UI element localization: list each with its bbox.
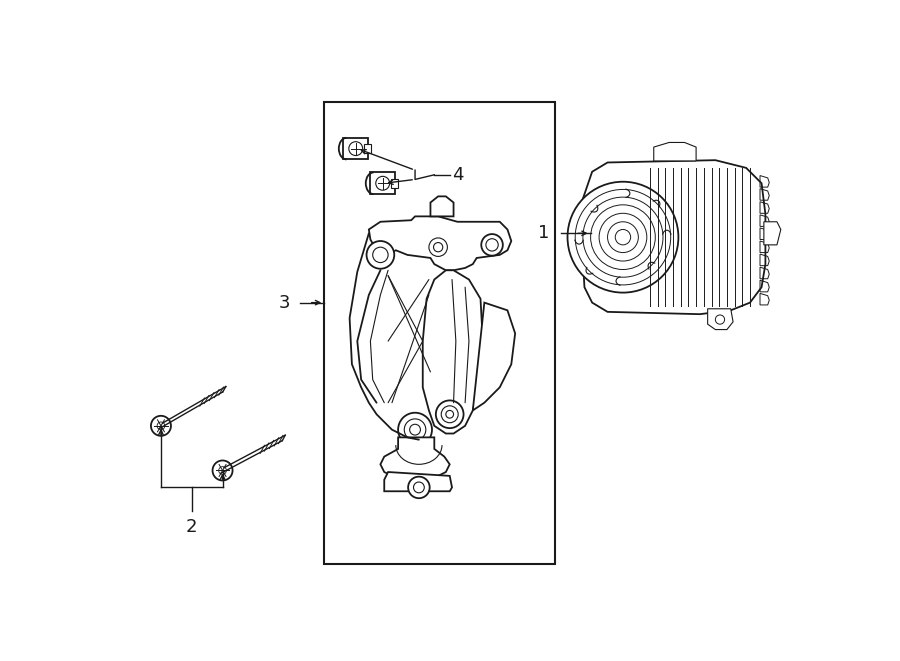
Polygon shape	[369, 216, 511, 270]
Polygon shape	[392, 178, 398, 188]
Polygon shape	[707, 309, 733, 330]
Circle shape	[436, 401, 464, 428]
Text: 1: 1	[538, 224, 550, 243]
Circle shape	[429, 238, 447, 256]
Polygon shape	[764, 222, 781, 245]
Circle shape	[212, 461, 232, 481]
Circle shape	[151, 416, 171, 436]
Bar	[324, 102, 555, 564]
Circle shape	[408, 477, 429, 498]
Polygon shape	[423, 270, 482, 434]
Polygon shape	[381, 438, 450, 476]
Polygon shape	[364, 144, 371, 153]
Circle shape	[482, 234, 503, 256]
Text: 2: 2	[186, 518, 197, 537]
Circle shape	[398, 412, 432, 447]
Polygon shape	[653, 143, 696, 161]
Polygon shape	[384, 472, 452, 491]
Polygon shape	[430, 196, 454, 216]
Circle shape	[568, 182, 679, 293]
Polygon shape	[583, 160, 765, 314]
Polygon shape	[472, 303, 515, 410]
Circle shape	[366, 241, 394, 269]
Polygon shape	[370, 173, 395, 194]
Text: 4: 4	[452, 166, 464, 184]
Polygon shape	[343, 138, 368, 159]
Text: 3: 3	[279, 293, 291, 311]
